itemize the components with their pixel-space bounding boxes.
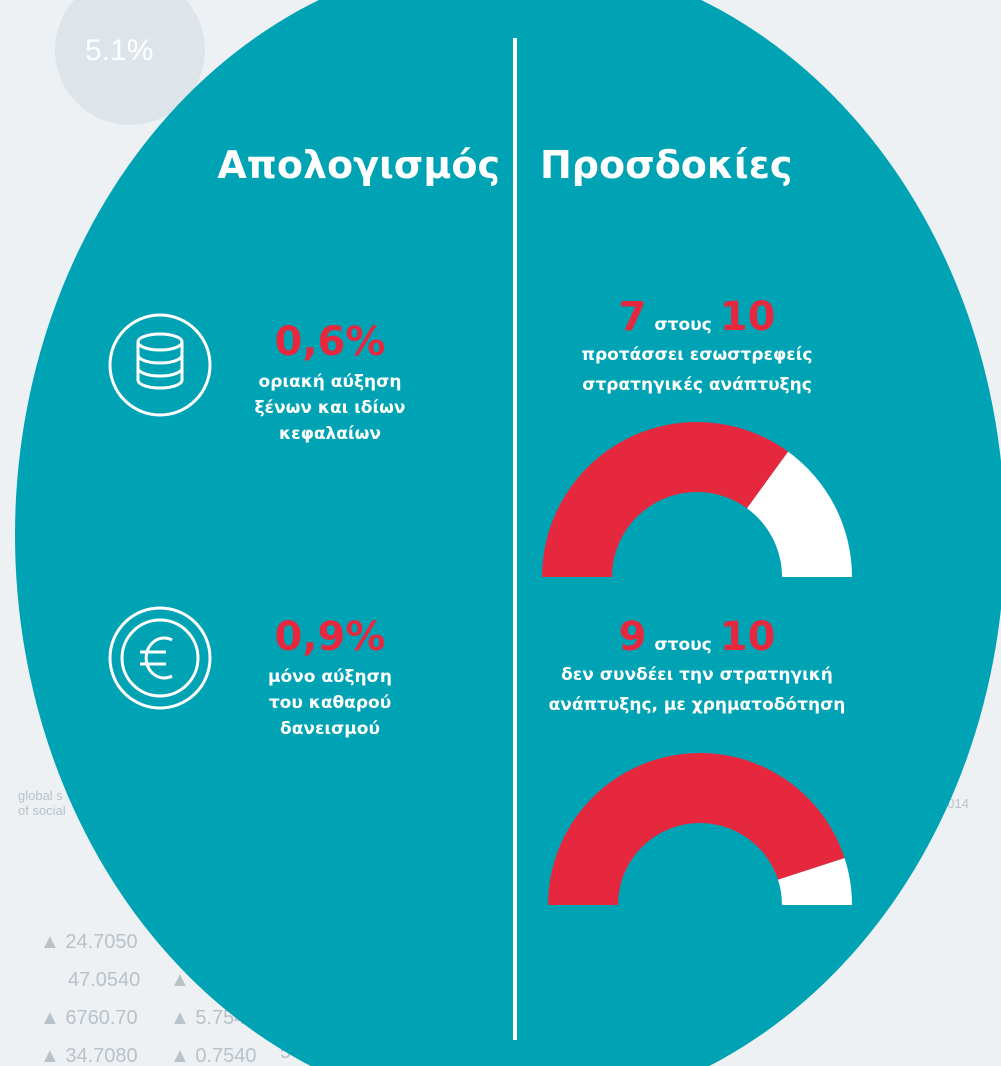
stat-text: δανεισμού xyxy=(280,719,380,739)
ratio-text: δεν συνδέει την στρατηγική xyxy=(561,665,833,685)
stat-text: του καθαρού xyxy=(269,693,391,713)
right-title: Προσδοκίες xyxy=(540,143,792,187)
ratio-of: στους xyxy=(654,315,711,335)
ratio-text: στρατηγικές ανάπτυξης xyxy=(582,375,812,395)
infographic: 5.1%▲ 24.705047.0540▲ 57.030▲ 6760.70▲ 5… xyxy=(0,0,1001,1066)
background-text: 47.0540 xyxy=(68,969,140,991)
background-text: of social xyxy=(18,803,66,818)
left-title: Απολογισμός xyxy=(217,143,500,187)
ratio-of: στους xyxy=(654,635,711,655)
stat-text: οριακή αύξηση xyxy=(259,372,402,392)
ratio-total: 10 xyxy=(720,614,776,660)
stat-value: 0,9% xyxy=(275,614,386,660)
ratio-text: προτάσσει εσωστρεφείς xyxy=(582,345,813,365)
background-text: ▲ 6760.70 xyxy=(40,1007,138,1029)
background-text: ▲ 34.7080 xyxy=(40,1045,138,1066)
stat-text: ξένων και ιδίων xyxy=(255,398,406,418)
background-text: ▲ 0.7540 xyxy=(170,1045,257,1066)
ratio-value: 7 xyxy=(619,294,647,340)
ratio-text: ανάπτυξης, με χρηματοδότηση xyxy=(549,695,846,715)
background-text: 5.1% xyxy=(85,34,153,67)
ratio-value: 9 xyxy=(619,614,647,660)
stat-value: 0,6% xyxy=(275,319,386,365)
stat-text: κεφαλαίων xyxy=(279,424,381,444)
stat-text: μόνο αύξηση xyxy=(268,667,392,687)
teal-circle xyxy=(15,0,1001,1066)
ratio-total: 10 xyxy=(720,294,776,340)
background-text: global s xyxy=(18,788,63,803)
background-text: ▲ 24.7050 xyxy=(40,931,138,953)
